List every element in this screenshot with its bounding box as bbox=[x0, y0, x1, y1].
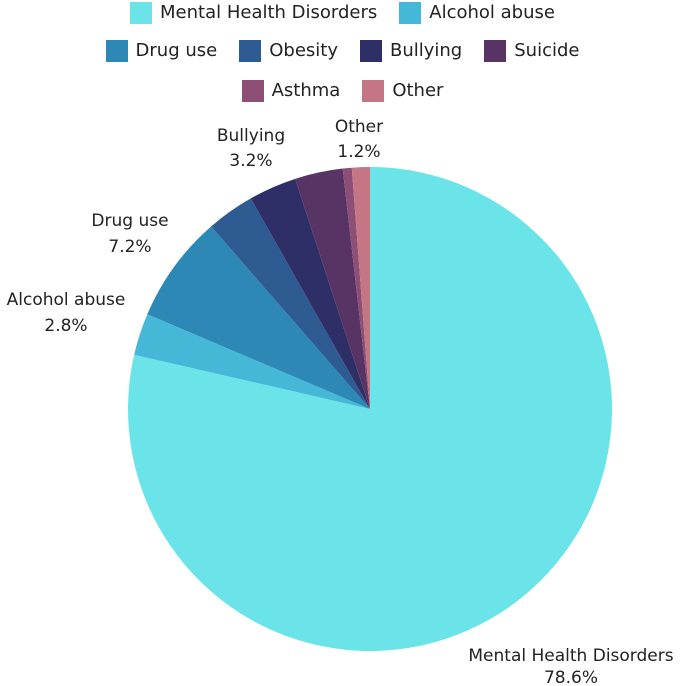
slice-value-alcohol-abuse: 2.8% bbox=[44, 316, 87, 336]
legend-label: Bullying bbox=[389, 40, 463, 61]
slice-value-mental-health-disorders: 78.6% bbox=[544, 668, 598, 686]
legend-swatch bbox=[130, 2, 153, 24]
legend-label: Alcohol abuse bbox=[429, 2, 555, 23]
legend-item-drug-use: Drug use bbox=[105, 40, 218, 62]
slice-label-bullying: Bullying bbox=[217, 126, 285, 146]
legend-row-1: Mental Health Disorders Alcohol abuse bbox=[0, 2, 685, 24]
legend-item-other: Other bbox=[362, 80, 443, 102]
pie-slice-obesity bbox=[211, 198, 370, 409]
legend-swatch bbox=[362, 80, 385, 102]
pie-slice-bullying bbox=[250, 178, 370, 409]
slice-value-drug-use: 7.2% bbox=[108, 237, 151, 257]
slice-label-other: Other bbox=[335, 117, 383, 137]
pie-slice-alcohol-abuse bbox=[134, 314, 370, 409]
pie-slice-suicide bbox=[295, 168, 370, 409]
legend-label: Obesity bbox=[269, 40, 338, 61]
legend-item-asthma: Asthma bbox=[241, 80, 341, 102]
legend-item-bullying: Bullying bbox=[359, 40, 463, 62]
legend-swatch bbox=[484, 40, 507, 62]
slice-value-other: 1.2% bbox=[337, 142, 380, 162]
legend-row-3: Asthma Other bbox=[0, 80, 685, 102]
legend-label: Mental Health Disorders bbox=[160, 2, 378, 23]
slice-label-mental-health-disorders: Mental Health Disorders bbox=[468, 646, 673, 666]
pie-slice-asthma bbox=[342, 167, 370, 409]
legend-item-alcohol-abuse: Alcohol abuse bbox=[399, 2, 555, 24]
legend-label: Drug use bbox=[135, 40, 218, 61]
pie-slice-other bbox=[351, 167, 370, 409]
legend-swatch bbox=[359, 40, 382, 62]
pie-slice-drug-use bbox=[147, 226, 370, 409]
legend-swatch bbox=[105, 40, 128, 62]
legend-label: Other bbox=[392, 80, 444, 101]
pie-slices bbox=[128, 167, 612, 652]
legend-item-obesity: Obesity bbox=[239, 40, 338, 62]
legend-swatch bbox=[241, 80, 264, 102]
legend-swatch bbox=[239, 40, 262, 62]
legend-row-2: Drug use Obesity Bullying Suicide bbox=[0, 40, 685, 62]
legend-item-mental-health-disorders: Mental Health Disorders bbox=[130, 2, 377, 24]
legend-label: Suicide bbox=[514, 40, 580, 61]
pie-slice-mental-health-disorders bbox=[128, 167, 612, 652]
slice-value-bullying: 3.2% bbox=[229, 151, 272, 171]
legend-swatch bbox=[399, 2, 422, 24]
slice-label-alcohol-abuse: Alcohol abuse bbox=[7, 290, 126, 310]
slice-label-drug-use: Drug use bbox=[91, 211, 168, 231]
legend-item-suicide: Suicide bbox=[484, 40, 579, 62]
legend-label: Asthma bbox=[271, 80, 341, 101]
